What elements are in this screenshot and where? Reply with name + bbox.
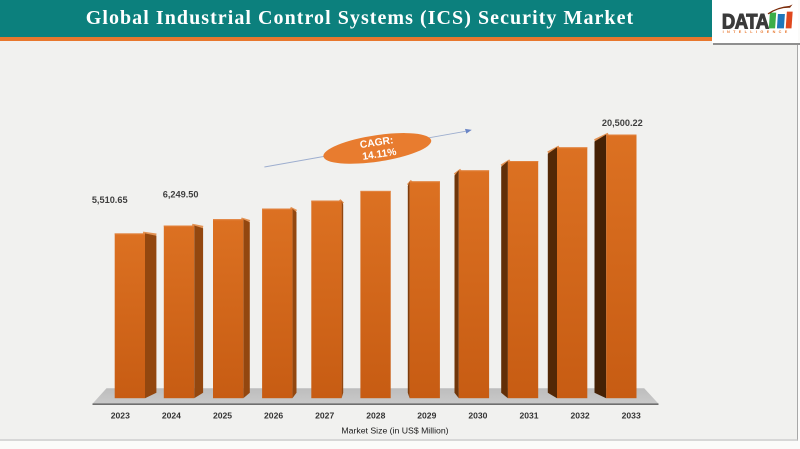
svg-text:6,249.50: 6,249.50 xyxy=(163,190,199,200)
svg-text:2033: 2033 xyxy=(622,410,641,420)
svg-text:14.11%: 14.11% xyxy=(362,147,398,163)
svg-text:2030: 2030 xyxy=(468,410,487,420)
svg-text:2027: 2027 xyxy=(315,410,334,420)
svg-text:5,510.65: 5,510.65 xyxy=(92,195,128,205)
svg-text:2023: 2023 xyxy=(111,410,130,420)
svg-text:20,500.22: 20,500.22 xyxy=(602,118,643,128)
svg-text:INTELLIGENCE: INTELLIGENCE xyxy=(723,30,791,34)
svg-text:2029: 2029 xyxy=(417,410,436,420)
svg-text:Market Size (in US$ Million): Market Size (in US$ Million) xyxy=(341,426,448,436)
svg-text:2031: 2031 xyxy=(519,410,538,420)
svg-text:2026: 2026 xyxy=(264,410,283,420)
svg-text:2028: 2028 xyxy=(366,410,385,420)
svg-text:2032: 2032 xyxy=(571,410,590,420)
svg-text:2025: 2025 xyxy=(213,410,232,420)
svg-text:DATA: DATA xyxy=(722,11,769,34)
svg-text:CAGR:: CAGR: xyxy=(359,135,394,151)
svg-text:2024: 2024 xyxy=(162,410,181,420)
